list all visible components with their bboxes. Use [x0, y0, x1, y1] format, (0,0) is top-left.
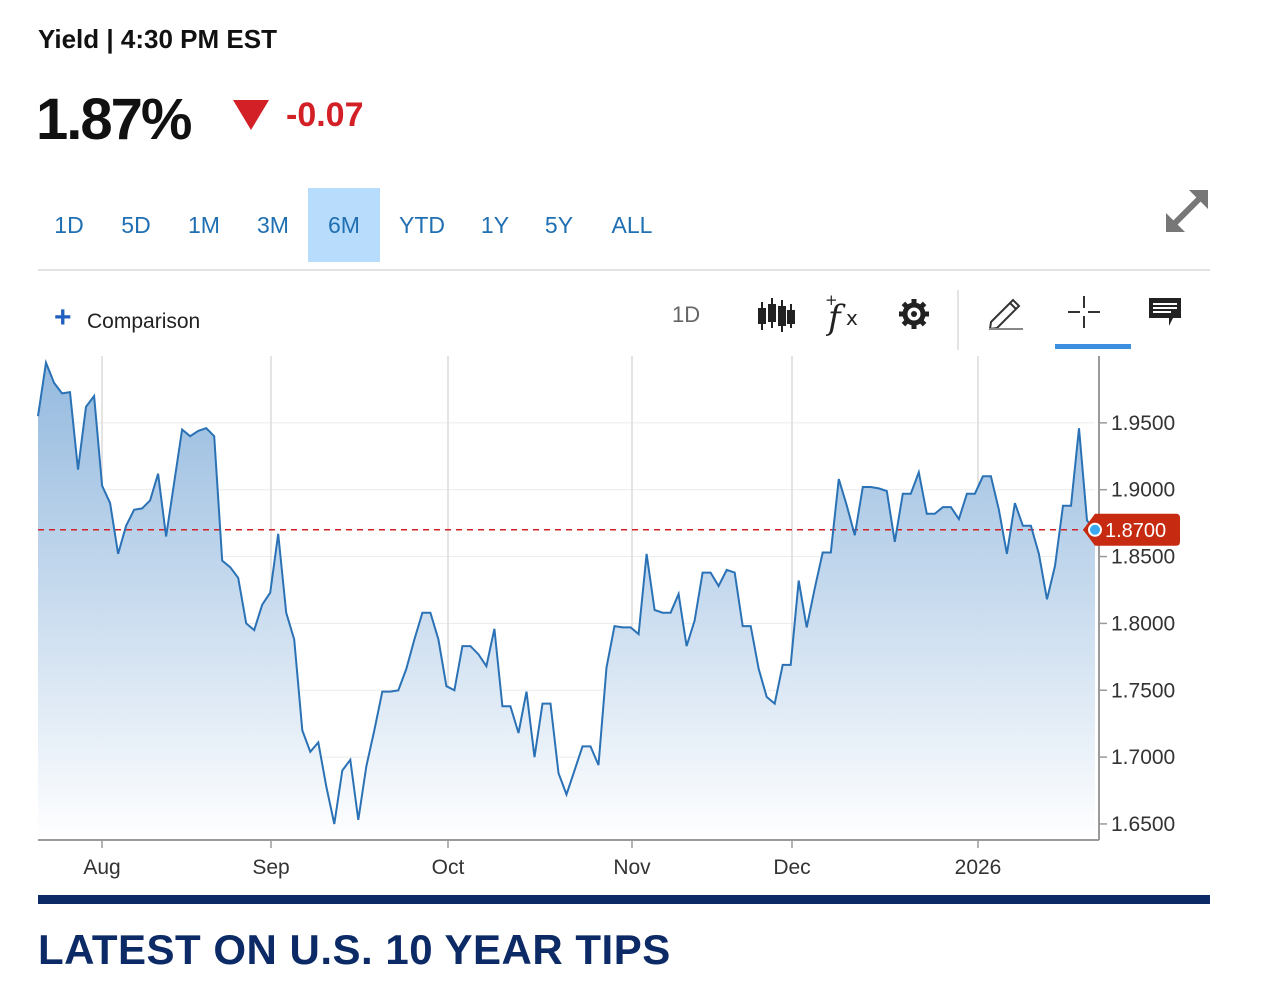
comment-icon[interactable] — [1147, 296, 1183, 328]
plus-icon: + — [54, 301, 72, 334]
tab-1y[interactable]: 1Y — [480, 212, 510, 238]
x-tick-label: Sep — [252, 856, 289, 879]
tab-5d[interactable]: 5D — [121, 212, 151, 238]
y-tick-label: 1.8000 — [1111, 612, 1175, 635]
tab-1m[interactable]: 1M — [188, 212, 220, 238]
y-tick-label: 1.7500 — [1111, 679, 1175, 702]
function-icon[interactable]: + f x — [822, 292, 864, 336]
series-line — [37, 358, 1096, 825]
x-tick-label: Oct — [432, 856, 465, 879]
tab-all[interactable]: ALL — [611, 212, 653, 238]
tab-5y[interactable]: 5Y — [544, 212, 574, 238]
last-price-tag: 1.8700 — [1083, 513, 1180, 546]
tabs-divider — [38, 269, 1210, 271]
expand-icon[interactable] — [1162, 186, 1212, 236]
quote-time: 4:30 PM EST — [120, 24, 277, 54]
svg-text:x: x — [846, 306, 858, 330]
x-tick-label: Aug — [83, 856, 120, 879]
last-price-tag-label: 1.8700 — [1105, 520, 1166, 542]
y-tick-label: 1.9000 — [1111, 479, 1175, 502]
tab-ytd[interactable]: YTD — [399, 212, 445, 238]
yield-chart[interactable]: 1.9500 1.9000 1.8500 1.8000 1.7500 1.7000 1.65… — [0, 350, 1280, 890]
gear-icon[interactable] — [898, 298, 930, 330]
chart-area-fill — [38, 362, 1095, 840]
quote-label: Yield — [38, 24, 100, 54]
tab-3m[interactable]: 3M — [257, 212, 289, 238]
pencil-icon[interactable] — [985, 292, 1025, 332]
y-tick-label: 1.6500 — [1111, 813, 1175, 836]
header-separator: | — [106, 24, 114, 54]
tab-1d[interactable]: 1D — [54, 212, 84, 238]
quote-header: Yield | 4:30 PM EST — [38, 24, 277, 55]
svg-text:+: + — [825, 292, 838, 309]
y-tick-label: 1.7000 — [1111, 746, 1175, 769]
section-divider — [38, 895, 1210, 904]
candlestick-icon[interactable] — [756, 294, 796, 334]
triangle-down-icon — [233, 100, 269, 130]
crosshair-active-indicator — [1055, 344, 1131, 349]
current-price: 1.87% — [36, 87, 192, 152]
tab-6m[interactable]: 6M — [308, 188, 380, 262]
range-tabs: 1D 5D 1M 3M 6M YTD 1Y 5Y ALL — [38, 188, 678, 262]
interval-selector[interactable]: 1D — [672, 302, 701, 327]
comparison-label: Comparison — [87, 310, 201, 333]
x-tick-label: Nov — [613, 856, 651, 879]
section-title: LATEST ON U.S. 10 YEAR TIPS — [38, 926, 671, 973]
last-point-marker — [1088, 522, 1102, 537]
y-tick-label: 1.9500 — [1111, 412, 1175, 435]
x-tick-label: Dec — [773, 856, 810, 879]
toolbar-separator — [957, 290, 959, 350]
svg-text:f: f — [825, 298, 846, 336]
y-tick-label: 1.8500 — [1111, 546, 1175, 569]
x-tick-label: 2026 — [955, 856, 1002, 879]
price-change: -0.07 — [286, 96, 364, 134]
crosshair-icon[interactable] — [1066, 294, 1102, 330]
